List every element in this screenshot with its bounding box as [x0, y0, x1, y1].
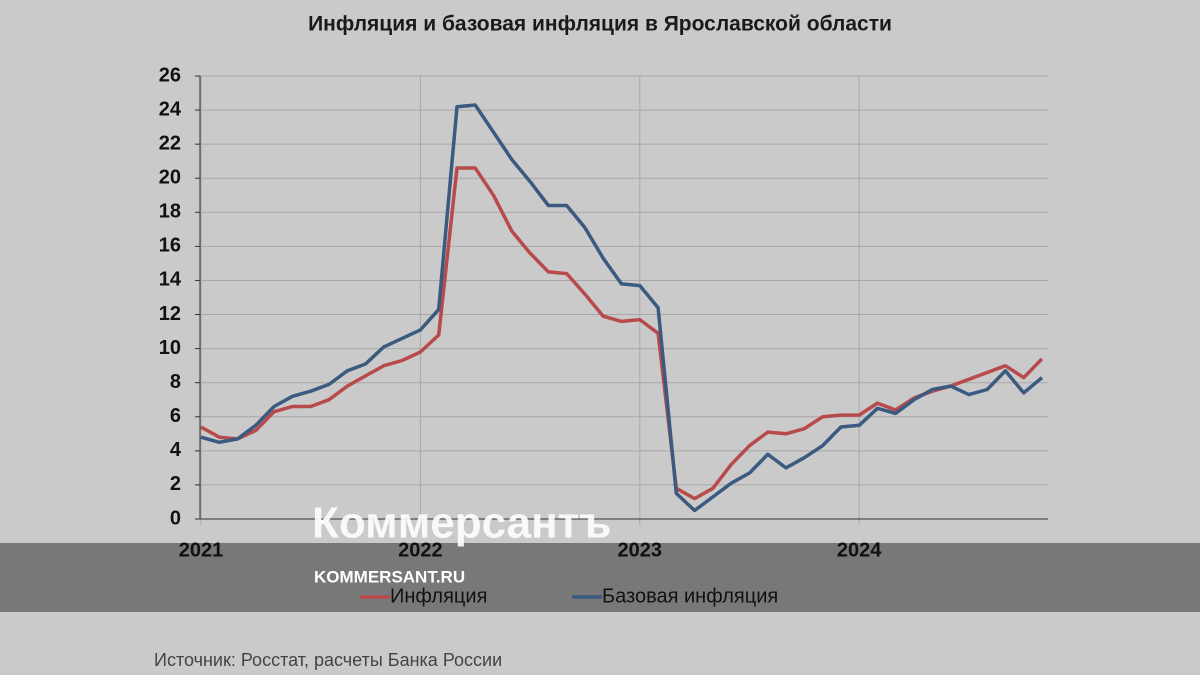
x-tick-label: 2024 — [837, 539, 882, 561]
watermark-url: KOMMERSANT.RU — [314, 567, 465, 586]
y-tick-label: 8 — [170, 371, 181, 393]
source: Источник: Росстат, расчеты Банка России — [154, 650, 502, 670]
y-tick-label: 2 — [170, 473, 181, 495]
y-tick-label: 20 — [159, 167, 181, 189]
y-tick-label: 0 — [170, 507, 181, 529]
x-tick-label: 2021 — [179, 539, 224, 561]
y-tick-label: 10 — [159, 337, 181, 359]
watermark: Коммерсантъ — [312, 499, 611, 548]
watermark-band — [0, 543, 1200, 612]
y-tick-label: 24 — [159, 98, 182, 120]
legend-label: Инфляция — [390, 585, 487, 607]
chart-title: Инфляция и базовая инфляция в Ярославско… — [308, 13, 892, 36]
line-series — [200, 103, 1044, 513]
line-series — [200, 166, 1044, 501]
x-tick-label: 2022 — [398, 539, 443, 561]
y-tick-label: 12 — [159, 303, 181, 325]
y-tick-label: 26 — [159, 64, 181, 86]
y-tick-label: 22 — [159, 132, 181, 154]
y-tick-label: 16 — [159, 235, 181, 257]
y-tick-label: 6 — [170, 405, 181, 427]
y-tick-label: 14 — [159, 269, 182, 291]
x-tick-label: 2023 — [618, 539, 663, 561]
y-tick-label: 4 — [170, 439, 182, 461]
legend-label: Базовая инфляция — [602, 585, 778, 607]
y-tick-label: 18 — [159, 201, 181, 223]
